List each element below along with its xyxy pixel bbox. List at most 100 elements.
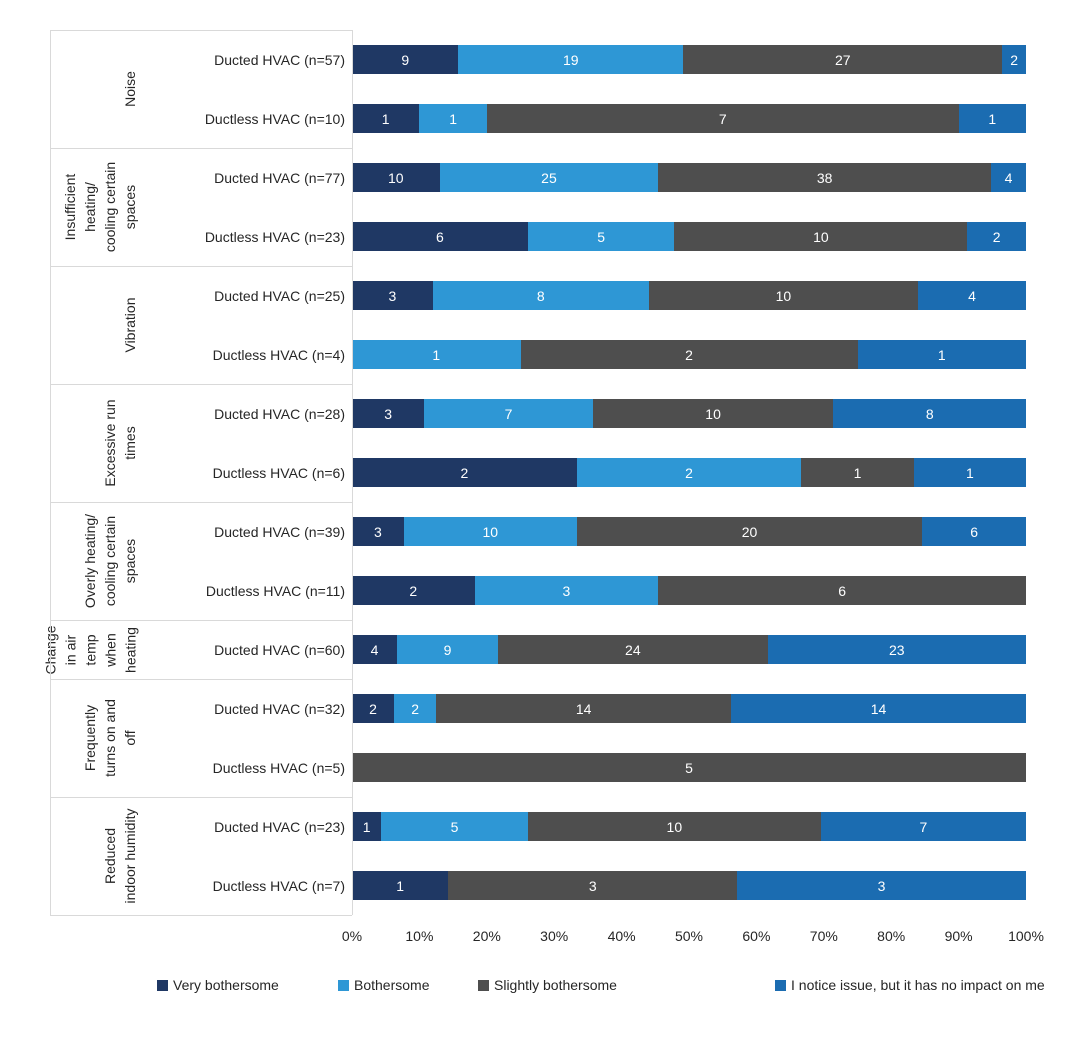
- bar-segment: 10: [527, 812, 821, 841]
- bar-segment-label: 3: [384, 405, 392, 422]
- bar-row: 6 5 10 2: [352, 222, 1026, 251]
- bar-segment-label: 9: [443, 641, 452, 658]
- legend-label: Slightly bothersome: [494, 977, 617, 993]
- bar-segment-label: 4: [968, 287, 976, 304]
- legend-label: Very bothersome: [173, 977, 279, 993]
- group-label-line: spaces: [122, 184, 138, 230]
- legend-swatch-icon: [775, 979, 786, 991]
- group-separator-line: [50, 30, 352, 31]
- bar-segment-label: 2: [685, 346, 693, 363]
- x-axis-tick-label: 50%: [674, 928, 704, 944]
- bar-segment: 7: [820, 812, 1026, 841]
- bar-segment: 5: [527, 222, 675, 251]
- x-axis-tick-label: 100%: [1008, 928, 1044, 944]
- bar-segment-label: 1: [449, 110, 457, 127]
- bar-segment-label: 8: [536, 287, 545, 304]
- group-separator-line: [50, 384, 352, 385]
- bar-segment-label: 7: [504, 405, 513, 422]
- bar-segment: 27: [683, 45, 1003, 74]
- bar-segment: 8: [833, 399, 1027, 428]
- bar-segment: 10: [403, 517, 577, 546]
- group-separator-line: [50, 679, 352, 680]
- group-label: Reduced indoor humidity: [100, 797, 140, 915]
- group-label-line: heating/: [82, 182, 98, 232]
- bar-segment-label: 5: [685, 759, 693, 776]
- row-label: Ducted HVAC (n=25): [214, 287, 345, 304]
- bar-segment-label: 1: [988, 110, 997, 127]
- bar-segment-label: 2: [460, 464, 469, 481]
- x-axis-tick-label: 70%: [809, 928, 838, 944]
- group-label-line: Insufficient: [62, 173, 78, 241]
- bar-segment-label: 10: [666, 818, 683, 835]
- bar-segment: 2: [576, 458, 802, 487]
- bar-segment: 25: [439, 163, 659, 192]
- bar-segment-label: 3: [562, 582, 571, 599]
- group-label: Overly heating/cooling certain spaces: [80, 502, 140, 620]
- group-label-line: Frequently: [82, 704, 98, 772]
- bar-segment-label: 1: [853, 464, 862, 481]
- group-label: Excessive run times: [100, 384, 140, 502]
- bar-segment: 24: [498, 635, 768, 664]
- group-label: Change in air temp when heating: [40, 620, 140, 679]
- bar-row: 1 1 7 1: [352, 104, 1027, 133]
- row-label: Ductless HVAC (n=6): [212, 464, 345, 481]
- group-label-line: heating: [122, 626, 138, 673]
- bar-row: 5: [352, 753, 1026, 782]
- row-label: Ducted HVAC (n=60): [214, 641, 345, 658]
- bar-segment: 10: [352, 163, 440, 192]
- bar-segment: 19: [458, 45, 684, 74]
- group-label-line: cooling certain: [102, 515, 118, 607]
- bar-segment-label: 25: [541, 169, 557, 186]
- legend-item: Slightly bothersome: [478, 977, 617, 993]
- group-label: Insufficient heating/cooling certain space…: [60, 148, 140, 266]
- bar-segment: 5: [352, 753, 1026, 782]
- bar-segment-label: 1: [965, 464, 974, 481]
- bar-segment-label: 7: [919, 818, 928, 835]
- x-axis-tick-label: 30%: [540, 928, 569, 944]
- bar-segment-label: 5: [597, 228, 605, 245]
- bar-segment-label: 2: [992, 228, 1001, 245]
- legend-swatch-icon: [157, 979, 168, 991]
- row-label: Ductless HVAC (n=4): [212, 346, 345, 363]
- group-label: Frequently turns on and off: [80, 679, 140, 797]
- bar-segment-label: 10: [813, 228, 829, 245]
- group-label-line: temp: [82, 633, 98, 666]
- bar-segment: 3: [352, 399, 425, 428]
- bar-segment-label: 5: [450, 818, 459, 835]
- bar-segment: 20: [576, 517, 923, 546]
- bar-segment-label: 2: [409, 582, 418, 599]
- bar-row: 1 2 1: [352, 340, 1026, 369]
- bar-segment: 3: [474, 576, 659, 605]
- bar-row: 1 5 10 7: [352, 812, 1026, 841]
- row-label: Ducted HVAC (n=23): [214, 818, 345, 835]
- bar-segment-label: 2: [685, 464, 693, 481]
- x-axis-tick-label: 20%: [472, 928, 501, 944]
- bar-row: 3 8 10 4: [352, 281, 1026, 310]
- bar-segment: 1: [958, 104, 1027, 133]
- row-label: Ductless HVAC (n=23): [204, 228, 345, 245]
- row-label: Ductless HVAC (n=10): [204, 110, 345, 127]
- bar-segment: 5: [381, 812, 528, 841]
- legend-item: I notice issue, but it has no impact on …: [775, 977, 1045, 993]
- bar-segment-label: 2: [411, 700, 420, 717]
- x-axis-tick-label: 10%: [405, 928, 434, 944]
- bar-segment: 4: [918, 281, 1026, 310]
- bar-segment-label: 4: [370, 641, 379, 658]
- group-separator-line: [50, 148, 352, 149]
- row-label: Ducted HVAC (n=28): [214, 405, 345, 422]
- bar-segment: 1: [352, 340, 521, 369]
- group-label: Vibration: [120, 266, 140, 384]
- bar-segment-label: 38: [816, 169, 833, 186]
- category-axis-line: [352, 30, 353, 915]
- group-label-line: turns on and: [102, 699, 118, 777]
- bar-segment: 4: [352, 635, 397, 664]
- bar-segment: 14: [436, 694, 732, 723]
- bar-row: 10 25 38 4: [352, 163, 1026, 192]
- bar-segment-label: 1: [381, 110, 390, 127]
- bar-segment-label: 2: [1010, 51, 1019, 68]
- bar-segment-label: 14: [575, 700, 592, 717]
- bar-row: 3 10 20 6: [352, 517, 1026, 546]
- bar-segment: 10: [592, 399, 834, 428]
- bar-segment-label: 3: [374, 523, 382, 540]
